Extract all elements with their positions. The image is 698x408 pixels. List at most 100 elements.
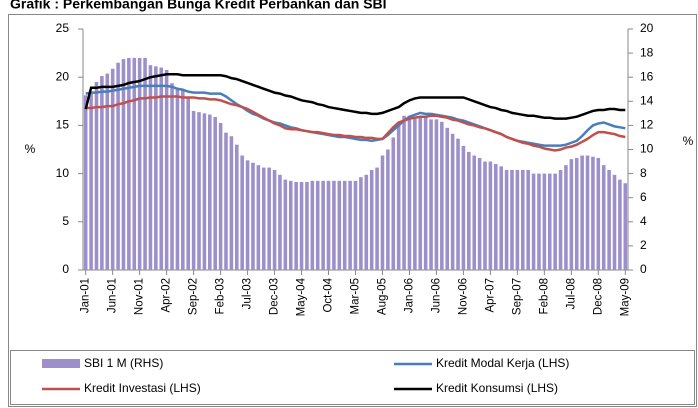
- bar: [537, 173, 541, 270]
- bar: [402, 115, 406, 270]
- bar: [483, 161, 487, 270]
- line: [85, 84, 626, 147]
- bar: [359, 177, 363, 270]
- y-axis-label: %: [25, 142, 36, 156]
- y-tick-label: 15: [56, 118, 70, 132]
- x-tick-label: Apr-07: [484, 278, 496, 313]
- y2-tick-label: 16: [640, 69, 654, 83]
- bar: [299, 182, 304, 270]
- y-tick-label: 5: [62, 214, 69, 228]
- x-tick-label: Nov-06: [457, 278, 469, 315]
- bar: [83, 95, 88, 271]
- bar: [558, 169, 563, 270]
- bar: [369, 169, 374, 270]
- bar: [175, 88, 180, 270]
- bar: [499, 166, 503, 270]
- y2-tick-label: 14: [640, 93, 654, 107]
- bar: [202, 113, 207, 270]
- bar: [251, 162, 255, 270]
- bar: [261, 167, 266, 270]
- bar: [375, 167, 379, 270]
- bar: [456, 138, 460, 270]
- bar: [89, 91, 93, 270]
- bar: [235, 144, 239, 270]
- bar: [601, 165, 606, 270]
- x-tick-label: Dec-08: [592, 278, 604, 315]
- bar: [170, 83, 174, 270]
- bar: [510, 169, 514, 270]
- line: [84, 73, 626, 120]
- bar: [121, 59, 126, 270]
- bar: [132, 57, 137, 270]
- bar: [429, 119, 433, 270]
- x-tick-label: Jul-08: [565, 278, 577, 309]
- x-tick-label: Oct-04: [323, 277, 335, 312]
- bar: [515, 169, 520, 270]
- bar: [386, 149, 390, 270]
- bar: [596, 157, 601, 270]
- y2-tick-label: 20: [640, 21, 654, 35]
- bar: [164, 69, 169, 270]
- bar: [186, 96, 191, 270]
- bar: [127, 57, 131, 270]
- legend-box: [10, 350, 695, 405]
- bar: [477, 157, 482, 270]
- x-tick-label: Feb-08: [538, 278, 550, 314]
- bar: [305, 182, 309, 270]
- bar: [413, 116, 417, 270]
- x-tick-label: Apr-02: [161, 278, 173, 313]
- bar: [531, 173, 536, 270]
- line: [85, 95, 626, 152]
- bar: [342, 180, 347, 270]
- bar: [472, 155, 476, 270]
- bar: [181, 90, 185, 270]
- y2-tick-label: 12: [640, 118, 654, 132]
- bar: [618, 179, 622, 270]
- bar: [110, 68, 115, 270]
- bar: [580, 155, 584, 270]
- bar: [218, 122, 223, 271]
- y2-tick-label: 0: [640, 262, 647, 276]
- bar: [310, 180, 315, 270]
- y-tick-label: 10: [56, 166, 70, 180]
- legend-label: Kredit Investasi (LHS): [84, 381, 201, 395]
- y2-tick-label: 18: [640, 45, 654, 59]
- bar: [526, 169, 530, 270]
- x-tick-label: Sep-02: [188, 278, 200, 315]
- bar: [423, 116, 428, 270]
- bar: [461, 145, 466, 270]
- y2-tick-label: 6: [640, 190, 647, 204]
- x-tick-label: Feb-03: [215, 278, 227, 314]
- bar: [159, 67, 164, 270]
- bar: [105, 73, 110, 271]
- bar: [229, 136, 234, 270]
- bar: [100, 75, 104, 271]
- legend-swatch: [42, 359, 80, 368]
- x-tick-label: Jan-06: [403, 278, 415, 313]
- x-tick-label: May-09: [619, 278, 631, 316]
- bar: [94, 82, 99, 271]
- x-tick-label: Jun-06: [430, 278, 442, 313]
- bar: [191, 110, 196, 270]
- bar: [450, 133, 455, 270]
- y-tick-label: 25: [56, 21, 70, 35]
- bar: [321, 180, 325, 270]
- bar: [520, 169, 525, 270]
- y2-tick-label: 8: [640, 166, 647, 180]
- bar: [272, 169, 277, 270]
- x-tick-label: Jan-01: [80, 278, 92, 313]
- bar: [380, 155, 385, 270]
- bar: [348, 180, 352, 270]
- bar: [553, 173, 557, 270]
- y2-tick-label: 4: [640, 214, 647, 228]
- bar: [224, 132, 228, 270]
- bar: [240, 155, 244, 270]
- bar: [574, 157, 579, 270]
- x-tick-label: May-04: [296, 277, 308, 316]
- bar: [434, 119, 439, 270]
- bar: [391, 137, 396, 270]
- bar: [494, 163, 498, 270]
- bar: [353, 180, 358, 270]
- bar: [612, 174, 617, 270]
